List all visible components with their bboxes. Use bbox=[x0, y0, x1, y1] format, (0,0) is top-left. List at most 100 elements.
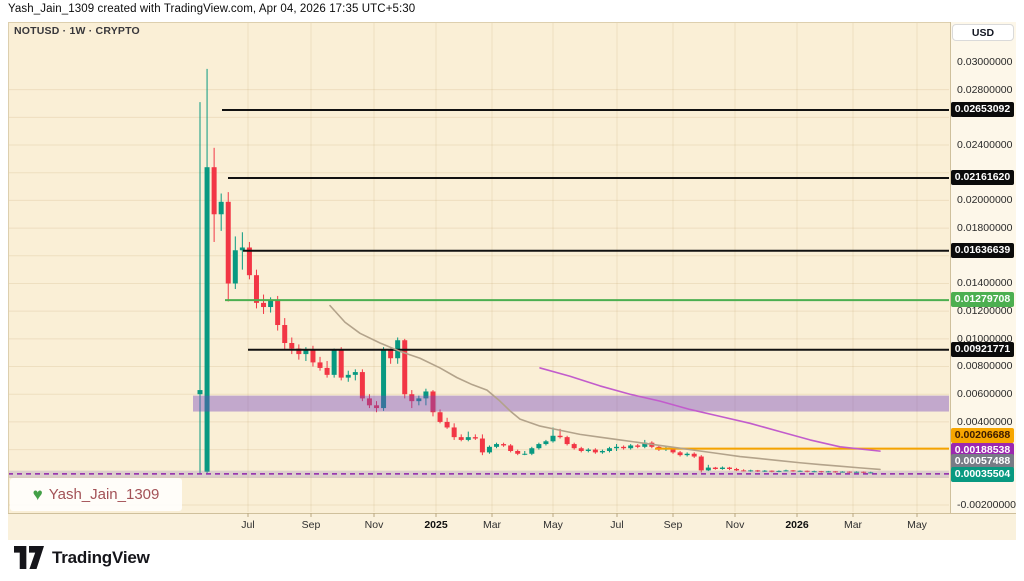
price-badge: 0.00921771 bbox=[951, 342, 1014, 357]
candle-74 bbox=[719, 466, 725, 470]
candle-44 bbox=[508, 444, 514, 453]
candle-35 bbox=[444, 417, 450, 429]
time-tick-label: Nov bbox=[364, 519, 384, 531]
candle-20 bbox=[338, 347, 344, 381]
price-badge: 0.00035504 bbox=[951, 467, 1014, 482]
candle-29 bbox=[402, 338, 408, 399]
candle-78 bbox=[748, 469, 754, 472]
candle-36 bbox=[451, 423, 457, 440]
candle-33 bbox=[430, 390, 436, 417]
support-zone-band bbox=[193, 395, 949, 412]
candle-55 bbox=[585, 448, 591, 453]
price-tick-label: 0.02800000 bbox=[957, 84, 1013, 96]
candle-88 bbox=[818, 470, 824, 473]
ma-tan-line bbox=[329, 304, 881, 471]
candle-11 bbox=[275, 295, 281, 331]
brand-text: TradingView bbox=[52, 547, 150, 567]
symbol-legend[interactable]: NOTUSD · 1W · CRYPTO bbox=[14, 25, 140, 37]
time-tick-label: May bbox=[907, 519, 927, 531]
candle-89 bbox=[825, 470, 831, 473]
candle-48 bbox=[536, 442, 542, 450]
price-tick-label: 0.00800000 bbox=[957, 360, 1013, 372]
candle-21 bbox=[345, 370, 351, 382]
candle-6 bbox=[239, 232, 245, 270]
candle-68 bbox=[677, 450, 683, 457]
price-tick-label: 0.00600000 bbox=[957, 388, 1013, 400]
price-tick-label: 0.02400000 bbox=[957, 139, 1013, 151]
candle-41 bbox=[486, 445, 492, 454]
candle-60 bbox=[621, 445, 627, 450]
candle-24 bbox=[366, 394, 372, 409]
candle-22 bbox=[352, 369, 358, 381]
candle-57 bbox=[599, 449, 605, 454]
candle-49 bbox=[543, 439, 549, 446]
candle-76 bbox=[734, 467, 740, 472]
candle-45 bbox=[515, 449, 521, 456]
price-badge: 0.00057488 bbox=[951, 454, 1014, 469]
candle-79 bbox=[755, 469, 761, 473]
candle-93 bbox=[854, 471, 860, 473]
candle-37 bbox=[458, 434, 464, 442]
candle-23 bbox=[359, 369, 365, 402]
candles-layer bbox=[197, 68, 874, 474]
candle-25 bbox=[374, 401, 379, 413]
time-tick-label: Jul bbox=[610, 519, 624, 531]
candle-3 bbox=[218, 193, 224, 231]
time-axis[interactable] bbox=[8, 513, 1016, 540]
time-tick-label: Sep bbox=[663, 519, 683, 531]
candle-47 bbox=[529, 446, 535, 456]
price-tick-label: 0.01800000 bbox=[957, 222, 1013, 234]
candle-26 bbox=[381, 347, 387, 411]
candle-9 bbox=[261, 294, 267, 314]
candle-61 bbox=[628, 444, 634, 450]
price-tick-label: -0.00200000 bbox=[957, 499, 1016, 511]
plot-area bbox=[9, 23, 949, 512]
time-tick-year: 2025 bbox=[424, 519, 448, 531]
candle-40 bbox=[479, 434, 485, 456]
price-tick-label: 0.01200000 bbox=[957, 305, 1013, 317]
price-tick-label: 0.00400000 bbox=[957, 416, 1013, 428]
candle-91 bbox=[839, 471, 845, 473]
candle-8 bbox=[253, 269, 259, 309]
candle-50 bbox=[550, 427, 556, 443]
candle-56 bbox=[592, 448, 598, 454]
candle-18 bbox=[324, 361, 330, 378]
candle-31 bbox=[416, 395, 422, 406]
candle-82 bbox=[776, 470, 782, 473]
tradingview-logo-icon bbox=[14, 546, 44, 569]
time-tick-label: Mar bbox=[482, 519, 502, 531]
candle-75 bbox=[727, 466, 732, 471]
candle-86 bbox=[804, 470, 810, 473]
candle-2 bbox=[211, 147, 217, 242]
dashed-level-line bbox=[9, 470, 949, 478]
candle-39 bbox=[472, 434, 478, 440]
heart-icon: ♥ bbox=[32, 485, 43, 504]
grid-layer bbox=[9, 23, 949, 512]
candle-69 bbox=[684, 452, 690, 457]
candle-83 bbox=[783, 469, 789, 472]
horizontal-rays bbox=[222, 109, 949, 450]
candle-5 bbox=[232, 236, 238, 290]
candle-13 bbox=[289, 337, 295, 355]
candle-54 bbox=[578, 446, 584, 453]
candle-43 bbox=[501, 442, 507, 447]
candle-80 bbox=[762, 470, 768, 473]
price-badge: 0.00206688 bbox=[951, 428, 1014, 443]
candle-27 bbox=[388, 348, 394, 364]
candle-84 bbox=[790, 470, 796, 472]
candle-17 bbox=[317, 356, 323, 371]
candle-19 bbox=[331, 348, 337, 378]
candle-85 bbox=[797, 470, 803, 472]
candle-12 bbox=[282, 318, 288, 350]
candle-7 bbox=[246, 241, 252, 280]
candle-94 bbox=[861, 471, 867, 474]
watermark: ♥ Yash_Jain_1309 bbox=[10, 478, 182, 511]
candle-53 bbox=[571, 442, 577, 450]
time-tick-label: Nov bbox=[725, 519, 745, 531]
price-tick-label: 0.02000000 bbox=[957, 194, 1013, 206]
candle-90 bbox=[832, 471, 838, 473]
time-tick-label: Mar bbox=[843, 519, 863, 531]
currency-button[interactable]: USD bbox=[952, 24, 1014, 41]
